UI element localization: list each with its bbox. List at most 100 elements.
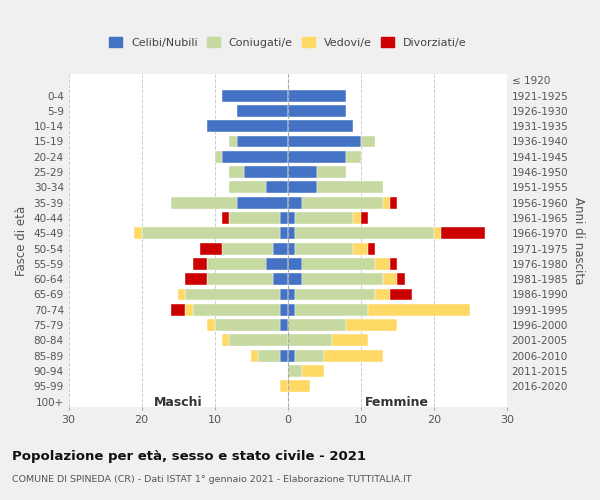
Bar: [376, 258, 390, 270]
Bar: [287, 212, 295, 224]
Bar: [346, 319, 397, 331]
Bar: [287, 304, 295, 316]
Bar: [185, 304, 193, 316]
Bar: [287, 196, 302, 208]
Bar: [229, 182, 266, 194]
Bar: [208, 319, 215, 331]
Bar: [302, 196, 383, 208]
Bar: [287, 258, 302, 270]
Bar: [353, 212, 361, 224]
Bar: [302, 258, 376, 270]
Bar: [383, 196, 390, 208]
Bar: [390, 258, 397, 270]
Bar: [222, 212, 229, 224]
Bar: [222, 242, 273, 254]
Bar: [361, 212, 368, 224]
Bar: [324, 350, 383, 362]
Bar: [266, 182, 287, 194]
Bar: [280, 212, 287, 224]
Bar: [244, 166, 287, 178]
Bar: [287, 182, 317, 194]
Bar: [171, 196, 236, 208]
Bar: [287, 380, 310, 392]
Bar: [397, 273, 404, 285]
Bar: [229, 166, 244, 178]
Bar: [229, 334, 287, 346]
Bar: [142, 228, 280, 239]
Bar: [229, 136, 236, 147]
Bar: [287, 90, 346, 102]
Legend: Celibi/Nubili, Coniugati/e, Vedovi/e, Divorziati/e: Celibi/Nubili, Coniugati/e, Vedovi/e, Di…: [109, 37, 467, 48]
Bar: [390, 196, 397, 208]
Bar: [287, 365, 302, 377]
Bar: [295, 212, 353, 224]
Bar: [287, 166, 317, 178]
Bar: [134, 228, 142, 239]
Bar: [222, 334, 229, 346]
Bar: [185, 273, 208, 285]
Bar: [280, 350, 287, 362]
Bar: [287, 273, 302, 285]
Bar: [280, 319, 287, 331]
Bar: [280, 228, 287, 239]
Bar: [331, 334, 368, 346]
Bar: [208, 258, 266, 270]
Bar: [236, 136, 287, 147]
Bar: [280, 288, 287, 300]
Bar: [287, 334, 331, 346]
Bar: [259, 350, 280, 362]
Text: COMUNE DI SPINEDA (CR) - Dati ISTAT 1° gennaio 2021 - Elaborazione TUTTITALIA.IT: COMUNE DI SPINEDA (CR) - Dati ISTAT 1° g…: [12, 475, 412, 484]
Bar: [287, 319, 346, 331]
Bar: [368, 242, 376, 254]
Bar: [317, 182, 383, 194]
Bar: [376, 288, 390, 300]
Bar: [185, 288, 280, 300]
Bar: [287, 242, 295, 254]
Bar: [287, 120, 353, 132]
Bar: [295, 288, 376, 300]
Bar: [236, 105, 287, 117]
Text: Femmine: Femmine: [365, 396, 429, 409]
Bar: [280, 304, 287, 316]
Bar: [266, 258, 287, 270]
Text: Popolazione per età, sesso e stato civile - 2021: Popolazione per età, sesso e stato civil…: [12, 450, 366, 463]
Bar: [215, 151, 222, 163]
Bar: [295, 350, 324, 362]
Bar: [171, 304, 185, 316]
Bar: [295, 242, 353, 254]
Bar: [193, 258, 208, 270]
Bar: [361, 136, 376, 147]
Bar: [287, 288, 295, 300]
Bar: [273, 242, 287, 254]
Bar: [368, 304, 470, 316]
Bar: [215, 319, 280, 331]
Bar: [295, 228, 434, 239]
Bar: [287, 228, 295, 239]
Bar: [178, 288, 185, 300]
Bar: [222, 151, 287, 163]
Bar: [280, 380, 287, 392]
Bar: [208, 273, 273, 285]
Text: Maschi: Maschi: [154, 396, 202, 409]
Y-axis label: Anni di nascita: Anni di nascita: [572, 197, 585, 284]
Bar: [295, 304, 368, 316]
Bar: [236, 196, 287, 208]
Bar: [193, 304, 280, 316]
Bar: [434, 228, 441, 239]
Bar: [302, 365, 324, 377]
Bar: [229, 212, 280, 224]
Bar: [346, 151, 361, 163]
Bar: [441, 228, 485, 239]
Bar: [287, 136, 361, 147]
Bar: [302, 273, 383, 285]
Bar: [273, 273, 287, 285]
Y-axis label: Fasce di età: Fasce di età: [15, 206, 28, 276]
Bar: [200, 242, 222, 254]
Bar: [353, 242, 368, 254]
Bar: [287, 350, 295, 362]
Bar: [287, 151, 346, 163]
Bar: [222, 90, 287, 102]
Bar: [390, 288, 412, 300]
Bar: [317, 166, 346, 178]
Bar: [287, 105, 346, 117]
